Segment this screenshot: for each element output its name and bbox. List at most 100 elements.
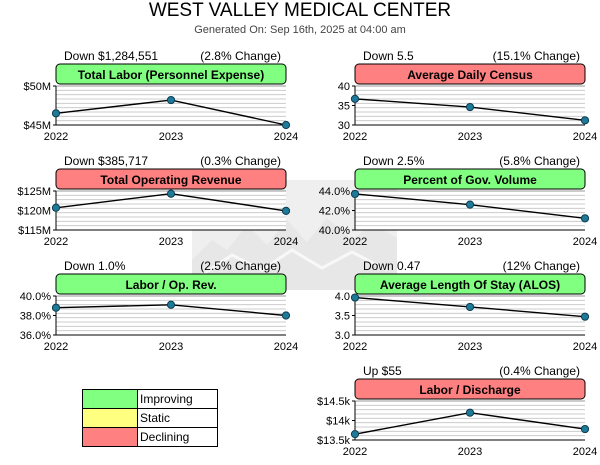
y-tick-label: 40.0% — [319, 225, 350, 237]
chart-title-bar — [55, 63, 287, 85]
y-tick-label: 30 — [338, 120, 350, 132]
data-point — [350, 430, 360, 439]
plot-area — [355, 296, 585, 335]
y-tick-label: 40 — [338, 81, 350, 93]
chart-6: Down 0.47 (12% Change) Average Length Of S… — [335, 259, 598, 353]
legend-item-declining: Declining — [82, 427, 218, 447]
chart-title: Average Daily Census — [407, 68, 533, 82]
x-tick-label: 2023 — [159, 341, 183, 353]
plot-area — [56, 86, 286, 125]
chart-title-bar — [55, 168, 287, 190]
data-point — [580, 424, 590, 434]
y-tick-label: 42.0% — [319, 206, 350, 218]
data-point — [350, 293, 360, 302]
y-tick-label: 36.0% — [20, 330, 51, 342]
legend-label-improving: Improving — [137, 389, 218, 409]
data-point — [465, 200, 475, 209]
chart-title: Total Operating Revenue — [100, 173, 241, 187]
legend-item-static: Static — [82, 408, 218, 428]
change-percent: (15.1% Change) — [493, 49, 580, 63]
legend-swatch-improving — [82, 389, 138, 409]
chart-title-bar — [354, 168, 586, 190]
data-point — [51, 203, 61, 212]
x-tick-label: 2022 — [343, 446, 367, 458]
data-point — [281, 206, 291, 215]
change-summary: Down 1.0% — [64, 259, 126, 273]
y-tick-label: $50M — [23, 81, 51, 93]
legend-swatch-static — [82, 408, 138, 428]
data-point — [580, 116, 590, 125]
chart-3: Down $385,717 (0.3% Change) Total Operatin… — [17, 154, 298, 248]
change-summary: Down 2.5% — [363, 154, 425, 168]
plot-area — [355, 401, 585, 440]
change-percent: (5.8% Change) — [499, 154, 580, 168]
y-tick-label: 4.0 — [335, 291, 350, 303]
y-tick-label: 35 — [338, 101, 350, 113]
chart-4: Down 2.5% (5.8% Change) Percent of Gov. Vo… — [319, 154, 597, 248]
data-point — [51, 109, 61, 118]
y-tick-label: $13.5k — [317, 435, 351, 447]
x-tick-label: 2024 — [274, 236, 298, 248]
data-point — [166, 95, 176, 105]
chart-5: Down 1.0% (2.5% Change) Labor / Op. Rev. 40… — [20, 259, 298, 353]
change-summary: Up $55 — [363, 364, 402, 378]
x-tick-label: 2024 — [573, 341, 597, 353]
x-tick-label: 2022 — [44, 341, 68, 353]
change-summary: Down $385,717 — [64, 154, 148, 168]
x-tick-label: 2022 — [343, 236, 367, 248]
x-tick-label: 2023 — [458, 236, 482, 248]
chart-title: Total Labor (Personnel Expense) — [78, 68, 264, 82]
change-summary: Down 0.47 — [363, 259, 421, 273]
data-point — [580, 214, 590, 223]
y-tick-label: $120M — [17, 206, 51, 218]
y-tick-label: 40.0% — [20, 291, 51, 303]
chart-title: Labor / Op. Rev. — [125, 278, 216, 292]
y-tick-label: $14.5k — [317, 396, 351, 408]
chart-title-bar — [55, 273, 287, 295]
change-percent: (0.3% Change) — [200, 154, 281, 168]
x-tick-label: 2022 — [343, 341, 367, 353]
x-tick-label: 2022 — [44, 131, 68, 143]
data-point — [166, 300, 176, 309]
chart-title-bar — [354, 273, 586, 295]
y-tick-label: 3.5 — [335, 311, 350, 323]
data-point — [465, 408, 475, 417]
x-tick-label: 2023 — [159, 236, 183, 248]
status-legend: Improving Static Declining — [82, 389, 218, 447]
change-summary: Down $1,284,551 — [64, 49, 158, 63]
data-point — [580, 312, 590, 321]
y-tick-label: $45M — [23, 120, 51, 132]
x-tick-label: 2022 — [343, 131, 367, 143]
chart-7: Up $55 (0.4% Change) Labor / Discharge $14.… — [317, 364, 597, 458]
legend-label-static: Static — [137, 408, 218, 428]
data-point — [465, 102, 475, 112]
change-percent: (0.4% Change) — [499, 364, 580, 378]
x-tick-label: 2024 — [573, 131, 597, 143]
x-tick-label: 2024 — [274, 341, 298, 353]
legend-item-improving: Improving — [82, 389, 218, 409]
chart-title: Average Length Of Stay (ALOS) — [380, 278, 560, 292]
chart-title: Labor / Discharge — [419, 383, 521, 397]
y-tick-label: $14k — [326, 416, 350, 428]
change-percent: (12% Change) — [503, 259, 580, 273]
x-tick-label: 2022 — [44, 236, 68, 248]
chart-title: Percent of Gov. Volume — [403, 173, 537, 187]
data-point — [51, 303, 61, 312]
x-tick-label: 2023 — [159, 131, 183, 143]
y-tick-label: 3.0 — [335, 330, 350, 342]
data-point — [350, 94, 360, 103]
chart-title-bar — [354, 63, 586, 85]
x-tick-label: 2024 — [573, 236, 597, 248]
generated-timestamp: Generated On: Sep 16th, 2025 at 04:00 am — [194, 24, 406, 36]
chart-title-bar — [354, 378, 586, 400]
x-tick-label: 2024 — [274, 131, 298, 143]
change-percent: (2.5% Change) — [200, 259, 281, 273]
data-point — [465, 302, 475, 312]
legend-label-declining: Declining — [137, 427, 218, 447]
y-tick-label: $115M — [18, 225, 51, 237]
data-point — [166, 189, 176, 198]
y-tick-label: 38.0% — [20, 311, 51, 323]
y-tick-label: $125M — [17, 186, 51, 198]
data-point — [281, 311, 291, 320]
